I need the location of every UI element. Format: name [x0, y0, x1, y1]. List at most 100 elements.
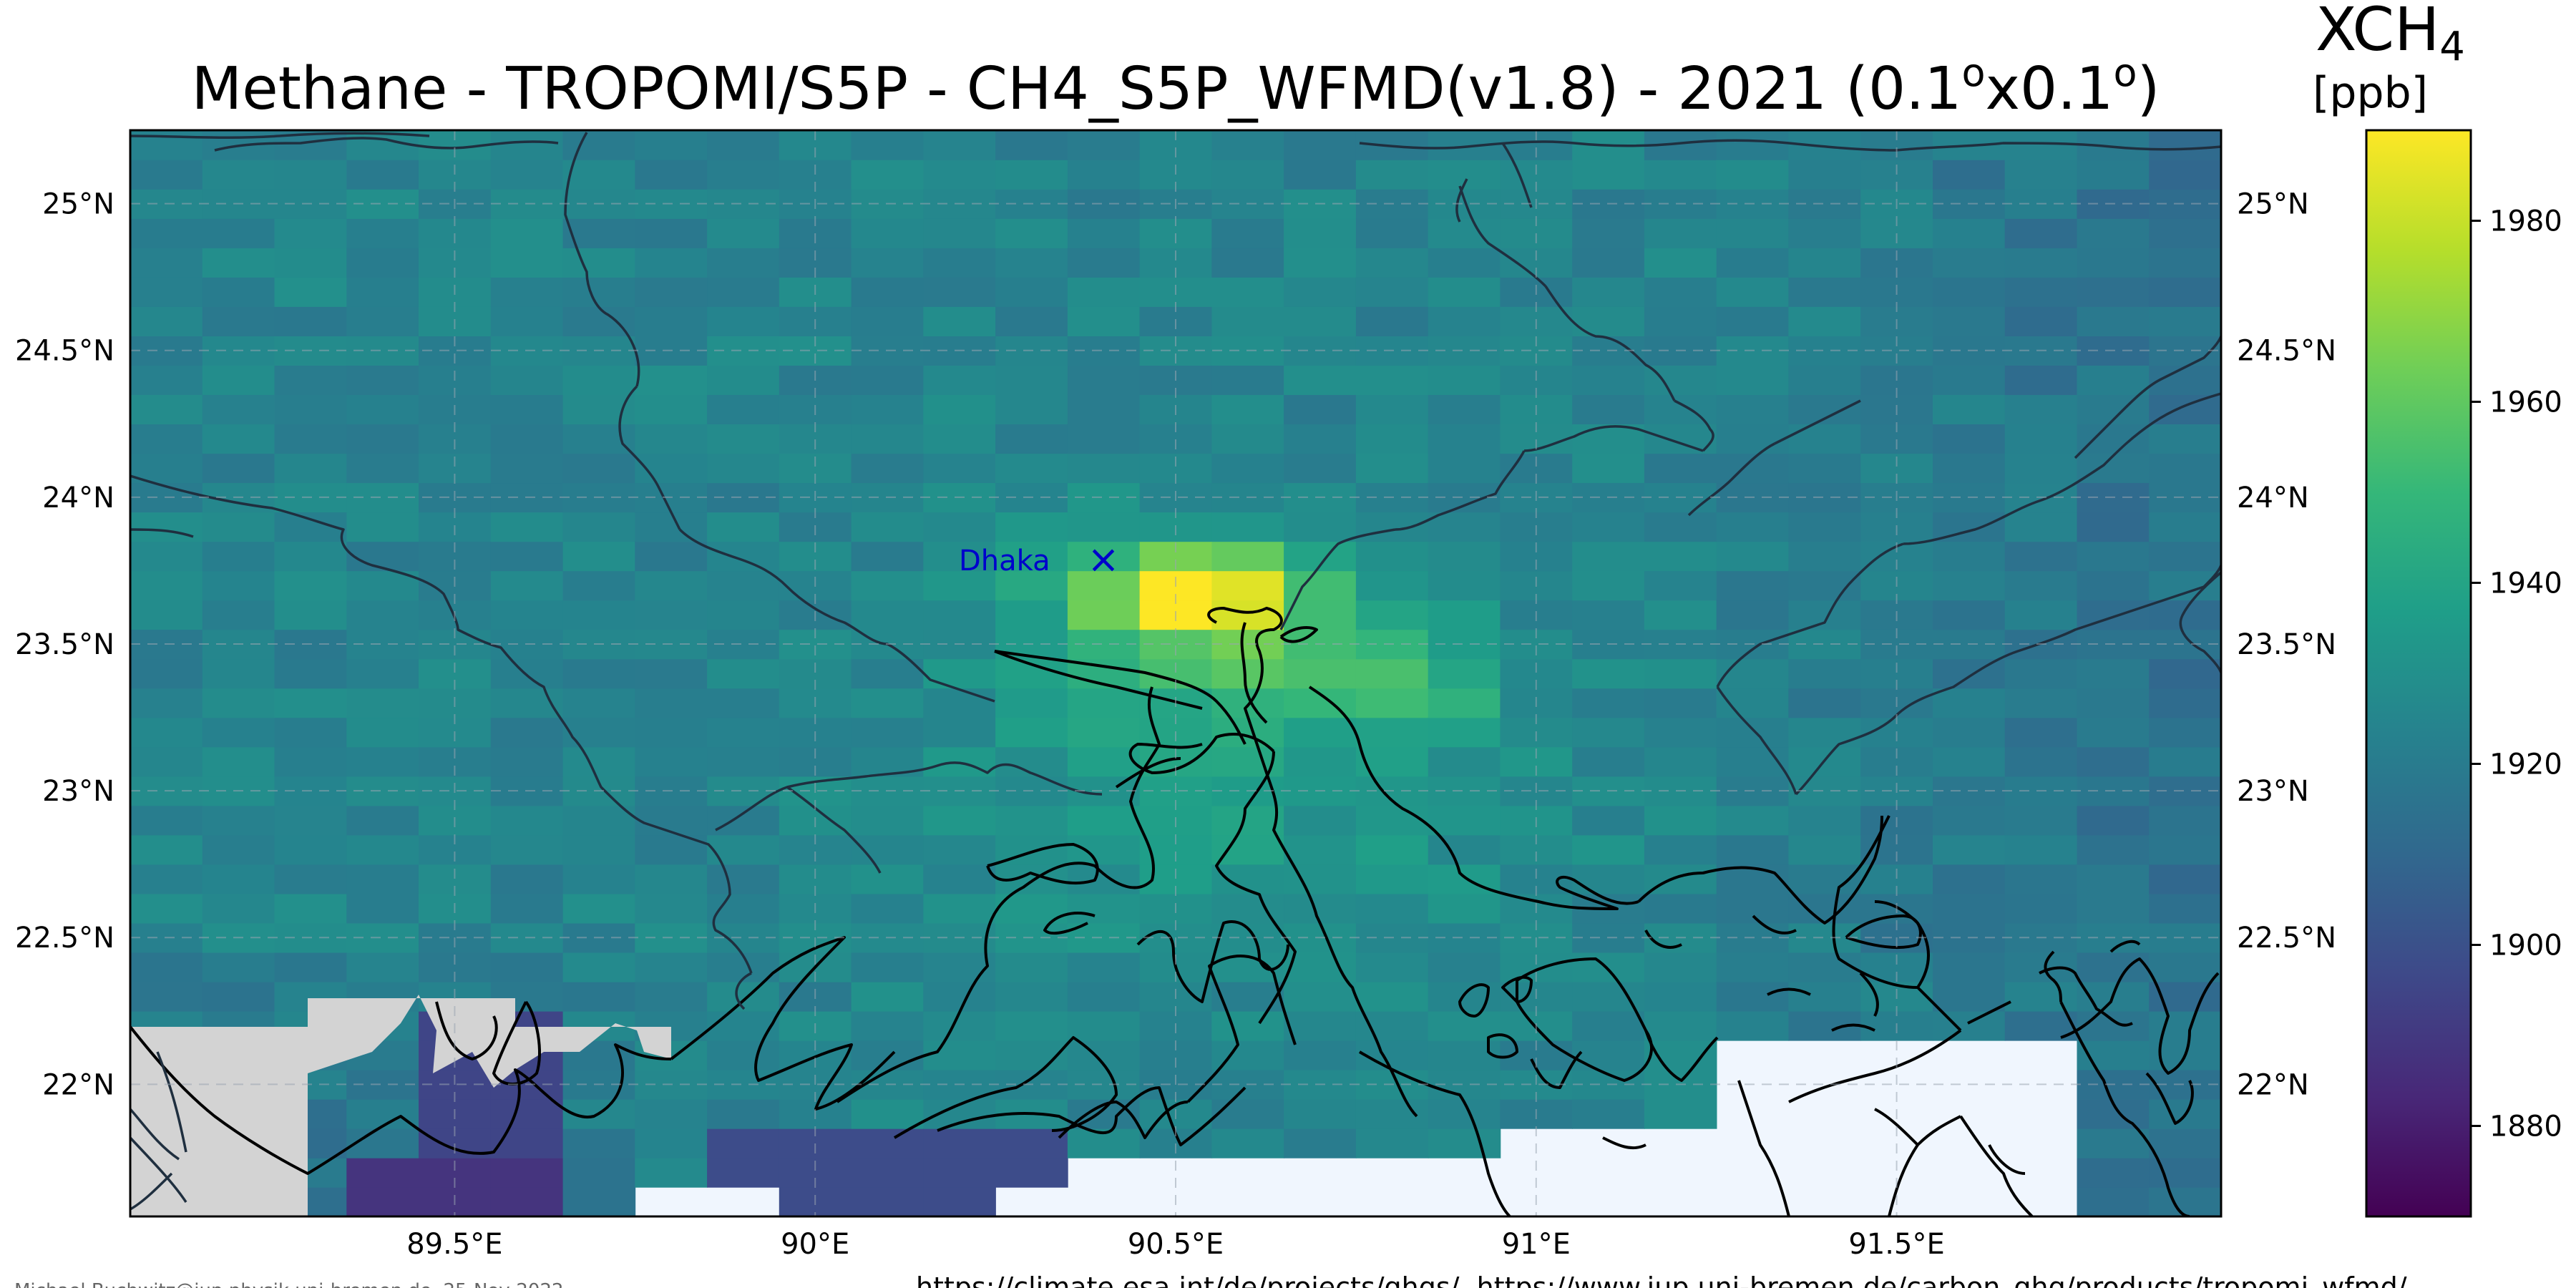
heatmap-cell	[562, 365, 636, 395]
heatmap-cell	[130, 893, 203, 924]
heatmap-cell	[851, 864, 924, 894]
heatmap-cell	[1572, 277, 1645, 307]
heatmap-cell	[1355, 1128, 1429, 1158]
heatmap-cell	[2077, 805, 2150, 836]
heatmap-cell	[1355, 717, 1429, 748]
heatmap-cell	[1428, 717, 1501, 748]
heatmap-cell	[346, 512, 419, 542]
heatmap-cell	[1788, 248, 1861, 278]
heatmap-cell	[562, 130, 636, 160]
heatmap-cell	[2149, 864, 2221, 894]
heatmap-cell	[1933, 570, 2006, 601]
lat-tick-label: 25°N	[2237, 188, 2309, 221]
heatmap-cell	[1211, 424, 1284, 454]
heatmap-cell	[1428, 746, 1501, 777]
lat-tick-label: 24.5°N	[15, 335, 114, 368]
heatmap-cell	[851, 394, 924, 424]
heatmap-cell	[490, 365, 564, 395]
heatmap-cell	[202, 834, 275, 865]
heatmap-cell	[1284, 424, 1357, 454]
heatmap-cell	[2077, 893, 2150, 924]
heatmap-cell	[1284, 365, 1357, 395]
credit-text: Michael.Buchwitz@iup.physik.uni-bremen.d…	[14, 1280, 564, 1288]
heatmap-cell	[202, 864, 275, 894]
heatmap-cell	[1572, 306, 1645, 336]
heatmap-cell	[274, 658, 348, 689]
heatmap-cell	[1572, 248, 1645, 278]
heatmap-cell	[1933, 248, 2006, 278]
heatmap-cell	[1644, 600, 1717, 630]
heatmap-cell	[635, 952, 708, 982]
heatmap-cell	[2149, 512, 2221, 542]
heatmap-cell	[130, 424, 203, 454]
heatmap-cell	[562, 541, 636, 572]
heatmap-cell	[1284, 746, 1357, 777]
heatmap-cell	[1428, 688, 1501, 718]
longitude-labels: 89.5°E 90°E 90.5°E 91°E 91.5°E	[406, 1228, 1945, 1261]
heatmap-cell	[274, 365, 348, 395]
heatmap-cell	[1067, 746, 1141, 777]
heatmap-cell	[562, 306, 636, 336]
lat-tick-label: 22°N	[42, 1068, 114, 1101]
heatmap-cell	[2077, 688, 2150, 718]
heatmap-cell	[2004, 248, 2078, 278]
heatmap-cell	[1284, 717, 1357, 748]
heatmap-cell	[851, 1128, 924, 1158]
heatmap-cell	[490, 717, 564, 748]
heatmap-cell	[851, 277, 924, 307]
heatmap-cell	[1572, 834, 1645, 865]
heatmap-cell	[1428, 306, 1501, 336]
heatmap-cell	[635, 600, 708, 630]
heatmap-cell	[1788, 306, 1861, 336]
heatmap-cell	[851, 160, 924, 190]
heatmap-cell	[995, 453, 1068, 484]
heatmap-cell	[1716, 805, 1790, 836]
heatmap-cell	[995, 570, 1068, 601]
heatmap-cell	[490, 160, 564, 190]
map-frame	[129, 129, 2223, 1218]
heatmap-cell	[635, 688, 708, 718]
heatmap-cell	[202, 746, 275, 777]
heatmap-cell	[274, 306, 348, 336]
heatmap-cell	[130, 981, 203, 1012]
colorbar-tick-label: 1880	[2489, 1111, 2562, 1143]
lat-tick-label: 23.5°N	[15, 628, 114, 661]
heatmap-cell	[346, 1157, 419, 1188]
lat-tick-label: 23.5°N	[2237, 628, 2336, 661]
heatmap-cell	[1284, 248, 1357, 278]
heatmap-cell	[923, 512, 996, 542]
heatmap-cell	[707, 306, 780, 336]
heatmap-cell	[2149, 658, 2221, 689]
heatmap-cell	[995, 952, 1068, 982]
methane-heatmap	[130, 130, 2221, 1216]
heatmap-cell	[1355, 541, 1429, 572]
coastlines	[130, 607, 2220, 1216]
dhaka-cross-icon: ×	[1087, 537, 1119, 582]
heatmap-cell	[707, 1040, 780, 1070]
heatmap-cell	[562, 453, 636, 484]
heatmap-cell	[1067, 453, 1141, 484]
heatmap-cell	[2077, 746, 2150, 777]
heatmap-cell	[2149, 805, 2221, 836]
lat-tick-label: 23°N	[42, 775, 114, 808]
heatmap-cell	[1644, 717, 1717, 748]
lat-tick-label: 24°N	[42, 482, 114, 514]
heatmap-cell	[202, 952, 275, 982]
heatmap-cell	[2004, 688, 2078, 718]
heatmap-cell	[562, 1128, 636, 1158]
heatmap-cell	[923, 1187, 996, 1216]
heatmap-cell	[490, 1128, 564, 1158]
heatmap-cell	[1211, 394, 1284, 424]
heatmap-cell	[130, 248, 203, 278]
lat-tick-label: 22°N	[2237, 1068, 2309, 1101]
heatmap-cell	[2149, 600, 2221, 630]
heatmap-cell	[1355, 746, 1429, 777]
heatmap-cell	[562, 248, 636, 278]
heatmap-cell	[1355, 981, 1429, 1012]
heatmap-cell	[1933, 394, 2006, 424]
heatmap-cell	[851, 600, 924, 630]
source-urls: https://climate.esa.int/de/projects/ghgs…	[916, 1272, 2407, 1288]
heatmap-cell	[1428, 600, 1501, 630]
heatmap-cell	[1716, 365, 1790, 395]
heatmap-cell	[562, 746, 636, 777]
